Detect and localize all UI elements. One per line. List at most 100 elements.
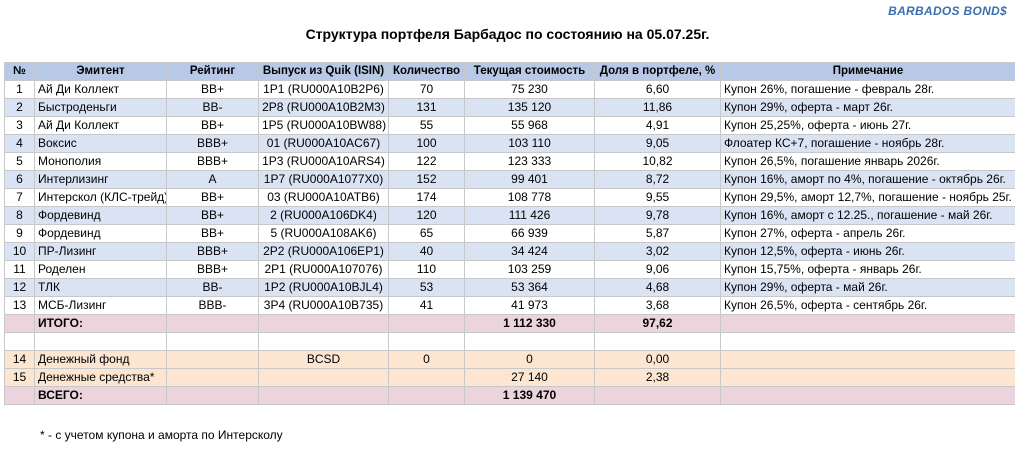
- issuer-cell: Фордевинд: [34, 206, 167, 225]
- col-number: №: [4, 62, 35, 81]
- rating-cell: BBB-: [166, 296, 259, 315]
- col-note: Примечание: [720, 62, 1015, 81]
- quantity-cell: 110: [388, 260, 465, 279]
- value-cell: 53 364: [464, 278, 595, 297]
- table-row: 3 Ай Ди Коллект BB+ 1P5 (RU000A10BW88) 55 55 …: [4, 116, 1015, 135]
- row-number: 1: [4, 80, 35, 99]
- issuer-cell: Монополия: [34, 152, 167, 171]
- rating-cell: BBB+: [166, 260, 259, 279]
- value-cell: 108 778: [464, 188, 595, 207]
- issuer-cell: Ай Ди Коллект: [34, 80, 167, 99]
- share-cell: 3,02: [594, 242, 721, 261]
- spacer-cell: [4, 332, 35, 351]
- value-cell: 27 140: [464, 368, 595, 387]
- row-number: 14: [4, 350, 35, 369]
- rating-cell: A: [166, 170, 259, 189]
- rating-cell: BBB+: [166, 242, 259, 261]
- col-value: Текущая стоимость: [464, 62, 595, 81]
- issue-cell: 3P4 (RU000A10B735): [258, 296, 389, 315]
- table-row: 6 Интерлизинг A 1P7 (RU000A1077X0) 152 99 401…: [4, 170, 1015, 189]
- note-cell: Купон 27%, оферта - апрель 26г.: [720, 224, 1015, 243]
- note-cell: Купон 15,75%, оферта - январь 26г.: [720, 260, 1015, 279]
- share-cell: 3,68: [594, 296, 721, 315]
- issue-cell: 2P2 (RU000A106EP1): [258, 242, 389, 261]
- cash-row: 14 Денежный фонд BCSD 0 0 0,00: [4, 350, 1015, 369]
- issue-cell: 01 (RU000A10AC67): [258, 134, 389, 153]
- grand-total-empty: [720, 386, 1015, 405]
- note-cell: [720, 368, 1015, 387]
- quantity-cell: 40: [388, 242, 465, 261]
- value-cell: 34 424: [464, 242, 595, 261]
- page-title: Структура портфеля Барбадос по состоянию…: [305, 26, 710, 42]
- issue-cell: 1P1 (RU000A10B2P6): [258, 80, 389, 99]
- quantity-cell: 174: [388, 188, 465, 207]
- note-cell: Купон 16%, аморт по 4%, погашение - октя…: [720, 170, 1015, 189]
- col-quantity: Количество: [388, 62, 465, 81]
- spacer-cell: [34, 332, 167, 351]
- table-row: 5 Монополия BBB+ 1P3 (RU000A10ARS4) 122 123 3…: [4, 152, 1015, 171]
- value-cell: 0: [464, 350, 595, 369]
- issue-cell: 1P2 (RU000A10BJL4): [258, 278, 389, 297]
- share-cell: 0,00: [594, 350, 721, 369]
- note-cell: Купон 26,5%, оферта - сентябрь 26г.: [720, 296, 1015, 315]
- note-cell: Купон 29%, оферта - май 26г.: [720, 278, 1015, 297]
- note-cell: [720, 350, 1015, 369]
- note-cell: Купон 25,25%, оферта - июнь 27г.: [720, 116, 1015, 135]
- row-number: 7: [4, 188, 35, 207]
- grand-total-empty: [594, 386, 721, 405]
- quantity-cell: 53: [388, 278, 465, 297]
- table-row: 4 Воксис BBB+ 01 (RU000A10AC67) 100 103 110 9,…: [4, 134, 1015, 153]
- spacer-cell: [388, 332, 465, 351]
- issuer-cell: Денежный фонд: [34, 350, 167, 369]
- share-cell: 8,72: [594, 170, 721, 189]
- total-empty: [166, 314, 259, 333]
- table-row: 13 МСБ-Лизинг BBB- 3P4 (RU000A10B735) 41 41 9…: [4, 296, 1015, 315]
- spacer-cell: [720, 332, 1015, 351]
- quantity-cell: 55: [388, 116, 465, 135]
- quantity-cell: 0: [388, 350, 465, 369]
- issuer-cell: Интерскол (КЛС-трейд): [34, 188, 167, 207]
- row-number: 3: [4, 116, 35, 135]
- note-cell: Купон 26,5%, погашение январь 2026г.: [720, 152, 1015, 171]
- issue-cell: BCSD: [258, 350, 389, 369]
- grand-total-empty: [388, 386, 465, 405]
- rating-cell: BB+: [166, 188, 259, 207]
- total-share: 97,62: [594, 314, 721, 333]
- note-cell: Купон 29%, оферта - март 26г.: [720, 98, 1015, 117]
- total-label: ИТОГО:: [34, 314, 167, 333]
- quantity-cell: 131: [388, 98, 465, 117]
- row-number: 12: [4, 278, 35, 297]
- issuer-cell: Фордевинд: [34, 224, 167, 243]
- value-cell: 41 973: [464, 296, 595, 315]
- quantity-cell: 65: [388, 224, 465, 243]
- note-cell: Купон 12,5%, оферта - июнь 26г.: [720, 242, 1015, 261]
- share-cell: 6,60: [594, 80, 721, 99]
- grand-total-value: 1 139 470: [464, 386, 595, 405]
- issuer-cell: Роделен: [34, 260, 167, 279]
- value-cell: 123 333: [464, 152, 595, 171]
- note-cell: Купон 16%, аморт с 12.25., погашение - м…: [720, 206, 1015, 225]
- issue-cell: 1P5 (RU000A10BW88): [258, 116, 389, 135]
- issuer-cell: Интерлизинг: [34, 170, 167, 189]
- table-row: 9 Фордевинд BB+ 5 (RU000A108AK6) 65 66 939 5,8…: [4, 224, 1015, 243]
- quantity-cell: 120: [388, 206, 465, 225]
- table-row: 7 Интерскол (КЛС-трейд) BB+ 03 (RU000A10ATB…: [4, 188, 1015, 207]
- note-cell: Купон 29,5%, аморт 12,7%, погашение - но…: [720, 188, 1015, 207]
- issue-cell: 2 (RU000A106DK4): [258, 206, 389, 225]
- grand-total-label: ВСЕГО:: [34, 386, 167, 405]
- total-row: ИТОГО: 1 112 330 97,62: [4, 314, 1015, 333]
- note-cell: Купон 26%, погашение - февраль 28г.: [720, 80, 1015, 99]
- issuer-cell: ТЛК: [34, 278, 167, 297]
- issuer-cell: ПР-Лизинг: [34, 242, 167, 261]
- spacer-cell: [166, 332, 259, 351]
- rating-cell: BBB+: [166, 134, 259, 153]
- quantity-cell: [388, 368, 465, 387]
- share-cell: 9,06: [594, 260, 721, 279]
- spacer-cell: [464, 332, 595, 351]
- value-cell: 103 259: [464, 260, 595, 279]
- row-number: 5: [4, 152, 35, 171]
- table-row: 8 Фордевинд BB+ 2 (RU000A106DK4) 120 111 426 9…: [4, 206, 1015, 225]
- table-row: 2 Быстроденьги BB- 2P8 (RU000A10B2M3) 131 135…: [4, 98, 1015, 117]
- quantity-cell: 70: [388, 80, 465, 99]
- share-cell: 10,82: [594, 152, 721, 171]
